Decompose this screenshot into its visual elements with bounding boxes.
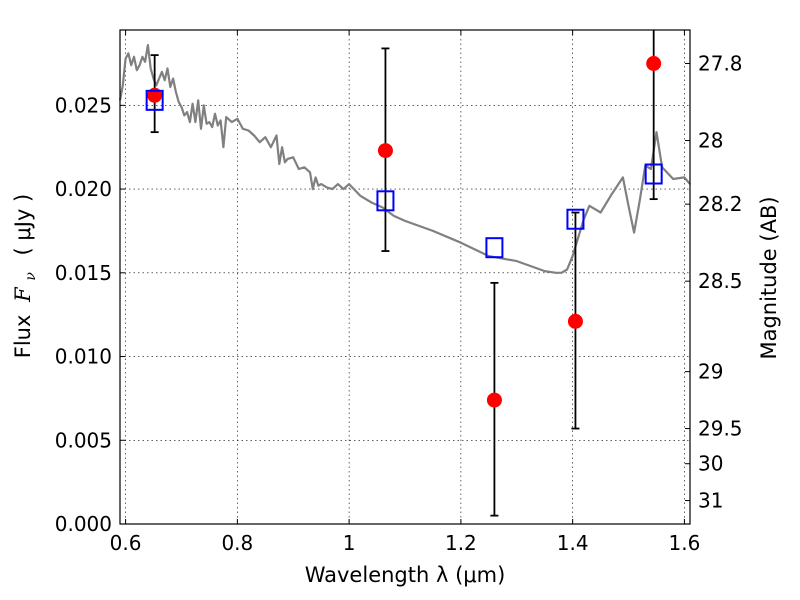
y2-tick-label: 29 [698,360,723,384]
model-photometry-square [485,237,504,259]
x-tick-label: 1.2 [445,531,477,555]
ticks-layer: 0.6 0.8 1 1.2 1.4 1.6 0.000 0.005 0.010 0.015 0.02… [55,30,743,555]
x-tick-label: 1.4 [557,531,589,555]
y2-tick-label: 31 [698,489,723,513]
photometry-point [567,313,583,329]
y2-tick-label: 29.5 [698,417,743,441]
model-spectrum-layer [118,43,691,274]
photometry-point [486,392,502,408]
model-photometry-square [566,208,585,230]
y2-axis-label: Magnitude (AB) [757,196,781,359]
x-axis-label: Wavelength λ (μm) [305,563,506,587]
y-axis-label-unit: ( μJy ) [11,194,35,256]
y-axis-label: Flux F ν ( μJy ) [11,194,40,359]
y-axis-label-subscript: ν [23,272,39,281]
plot-frame [119,29,691,525]
grid [120,30,690,525]
y-axis-label-prefix: Flux [11,308,35,358]
y-tick-label: 0.005 [55,428,112,452]
markers-layer [145,55,663,408]
y2-tick-label: 28.2 [698,192,743,216]
y-axis-label-symbol: F [11,286,35,303]
x-tick-label: 0.8 [221,531,253,555]
x-tick-label: 1 [343,531,356,555]
model-photometry-square [145,89,164,111]
y-tick-label: 0.015 [55,261,112,285]
y2-tick-label: 28.5 [698,269,743,293]
model-photometry-square [644,163,663,185]
y2-tick-label: 28 [698,129,723,153]
model-photometry-square [376,190,395,212]
photometry-point [646,55,662,71]
y2-tick-label: 27.8 [698,51,743,75]
y-tick-label: 0.025 [55,93,112,117]
y-tick-label: 0.010 [55,345,112,369]
model-spectrum-line [118,43,691,274]
photometry-point [377,143,393,159]
x-tick-label: 0.6 [110,531,142,555]
y-tick-label: 0.020 [55,177,112,201]
y2-tick-label: 30 [698,452,723,476]
x-tick-label: 1.6 [669,531,701,555]
y-tick-label: 0.000 [55,512,112,536]
